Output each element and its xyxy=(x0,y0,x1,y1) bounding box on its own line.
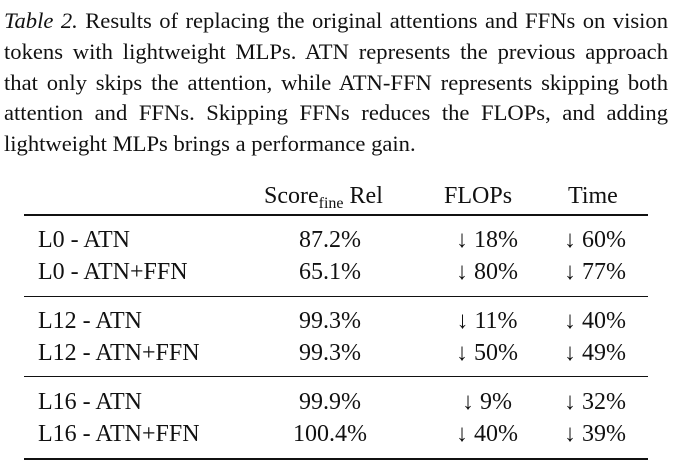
row-score: 99.3% xyxy=(299,308,361,334)
row-method: L12 - ATN xyxy=(38,308,142,334)
row-time: ↓ 60% xyxy=(564,227,626,253)
row-score: 100.4% xyxy=(293,421,367,447)
row-time: ↓ 77% xyxy=(564,259,626,285)
row-flops: ↓ 9% xyxy=(462,389,512,415)
group-rule xyxy=(24,376,648,377)
row-score: 99.3% xyxy=(299,340,361,366)
group-rule xyxy=(24,296,648,297)
row-flops: ↓ 80% xyxy=(456,259,518,285)
row-time: ↓ 39% xyxy=(564,421,626,447)
header-score-suffix: Rel xyxy=(343,183,383,209)
row-time: ↓ 40% xyxy=(564,308,626,334)
caption-text: Results of replacing the original attent… xyxy=(4,8,669,157)
row-time: ↓ 49% xyxy=(564,340,626,366)
header-score-main: Score xyxy=(264,183,319,209)
header-flops: FLOPs xyxy=(444,183,513,209)
row-time: ↓ 32% xyxy=(564,389,626,415)
header-score-sub: fine xyxy=(318,195,344,212)
row-method: L12 - ATN+FFN xyxy=(38,340,200,366)
header-score: Scorefine Rel xyxy=(264,180,383,212)
row-method: L16 - ATN+FFN xyxy=(38,421,200,447)
caption-label: Table 2. xyxy=(4,8,78,33)
row-flops: ↓ 40% xyxy=(456,421,518,447)
bottom-rule xyxy=(24,458,648,460)
row-flops: ↓ 18% xyxy=(456,227,518,253)
top-rule xyxy=(24,214,648,216)
row-score: 65.1% xyxy=(299,259,361,285)
row-flops: ↓ 50% xyxy=(456,340,518,366)
row-score: 87.2% xyxy=(299,227,361,253)
header-time: Time xyxy=(568,183,618,209)
table-caption: Table 2. Results of replacing the origin… xyxy=(4,6,668,160)
row-flops: ↓ 11% xyxy=(456,308,518,334)
row-method: L0 - ATN xyxy=(38,227,130,253)
row-score: 99.9% xyxy=(299,389,361,415)
row-method: L16 - ATN xyxy=(38,389,142,415)
row-method: L0 - ATN+FFN xyxy=(38,259,188,285)
